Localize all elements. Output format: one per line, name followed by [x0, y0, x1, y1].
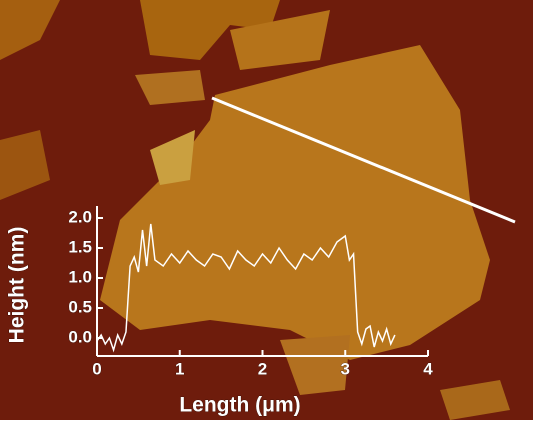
scan-line: [211, 96, 516, 224]
y-tick-label: 1.0: [68, 267, 92, 286]
y-tick-label: 0.5: [68, 297, 92, 316]
x-tick-label: 0: [92, 359, 101, 378]
flake: [230, 10, 330, 70]
flake-edge: [150, 130, 195, 185]
x-tick-label: 2: [258, 359, 267, 378]
flake: [135, 70, 205, 105]
height-profile: Height (nm) Length (μm): [5, 206, 428, 417]
graphene-flake: [100, 45, 490, 360]
y-tick-label: 1.5: [68, 237, 92, 256]
flake: [280, 335, 350, 395]
flake: [140, 0, 280, 60]
x-axis-label: Length (μm): [179, 394, 300, 417]
profile-line: [96, 223, 396, 353]
y-axis-label: Height (nm): [6, 227, 29, 344]
flake: [440, 380, 510, 420]
x-tick-label: 3: [341, 359, 350, 378]
y-tick-label: 0.0: [68, 327, 92, 346]
flake: [0, 130, 50, 200]
flake: [0, 0, 60, 60]
x-tick-label: 4: [423, 359, 433, 378]
x-tick-label: 1: [175, 359, 184, 378]
y-tick-label: 2.0: [68, 207, 92, 226]
